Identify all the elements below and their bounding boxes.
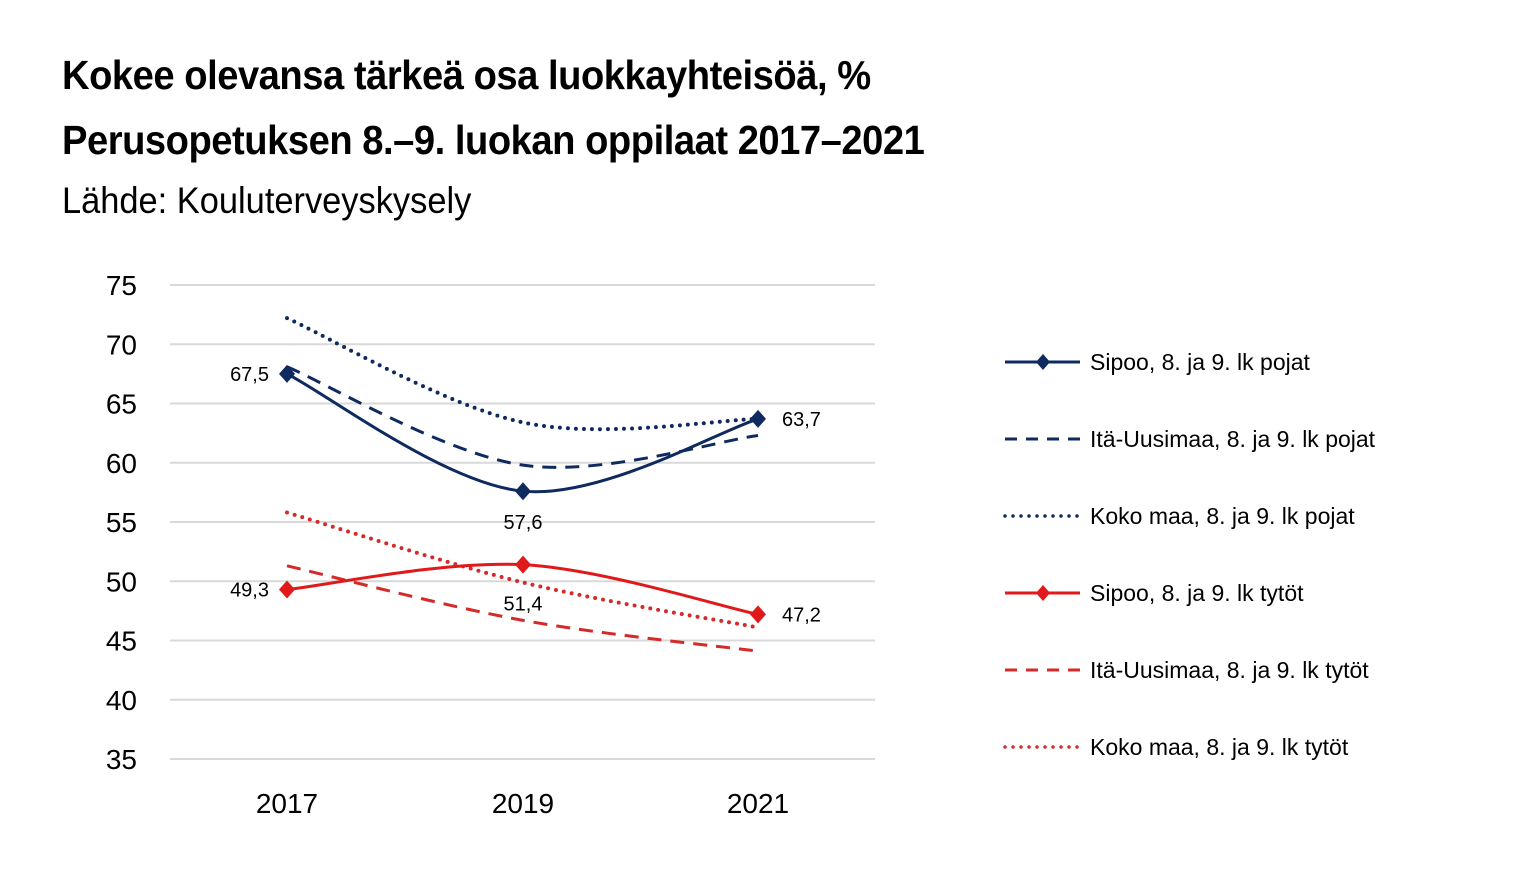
chart-title: Kokee olevansa tärkeä osa luokkayhteisöä…: [62, 52, 871, 98]
data-label: 47,2: [782, 604, 821, 626]
data-label: 67,5: [230, 364, 269, 386]
chart-source: Lähde: Kouluterveyskysely: [62, 180, 472, 221]
y-tick-label: 50: [106, 566, 137, 597]
series-line: [285, 316, 760, 432]
x-axis-ticks: 2017 2019 2021: [256, 788, 789, 819]
data-point-marker: [515, 555, 531, 574]
y-tick-label: 75: [106, 270, 137, 301]
y-tick-label: 35: [106, 744, 137, 775]
data-point-marker: [750, 605, 766, 624]
data-point-marker: [279, 364, 295, 383]
series-line: [286, 365, 759, 469]
legend-marker-diamond: [1036, 354, 1050, 370]
gridlines: [170, 284, 875, 760]
legend-label: Sipoo, 8. ja 9. lk pojat: [1090, 349, 1311, 375]
legend: Sipoo, 8. ja 9. lk pojat Itä-Uusimaa, 8. …: [1003, 349, 1376, 760]
series-line: [286, 372, 759, 494]
data-label: 63,7: [782, 409, 821, 431]
data-label: 49,3: [230, 580, 269, 602]
y-tick-label: 60: [106, 448, 137, 479]
y-tick-label: 65: [106, 389, 137, 420]
x-tick-label: 2017: [256, 788, 318, 819]
data-point-marker: [750, 409, 766, 428]
y-tick-label: 45: [106, 626, 137, 657]
data-label: 51,4: [504, 594, 543, 616]
legend-label: Koko maa, 8. ja 9. lk tytöt: [1090, 734, 1349, 760]
legend-label: Itä-Uusimaa, 8. ja 9. lk pojat: [1090, 426, 1376, 452]
chart-subtitle: Perusopetuksen 8.–9. luokan oppilaat 201…: [62, 117, 925, 163]
y-tick-label: 40: [106, 685, 137, 716]
data-label: 57,6: [504, 512, 543, 534]
legend-marker-diamond: [1036, 585, 1050, 601]
y-axis-ticks: 75 70 65 60 55 50 45 40 35: [106, 270, 137, 775]
data-labels: 67,5 57,6 63,7 49,3 51,4 47,2: [230, 364, 821, 627]
y-tick-label: 70: [106, 329, 137, 360]
series-lines: [279, 316, 766, 653]
legend-label: Itä-Uusimaa, 8. ja 9. lk tytöt: [1090, 657, 1369, 683]
legend-label: Koko maa, 8. ja 9. lk pojat: [1090, 503, 1355, 529]
x-tick-label: 2021: [727, 788, 789, 819]
series-line: [285, 510, 760, 630]
y-tick-label: 55: [106, 507, 137, 538]
x-tick-label: 2019: [492, 788, 554, 819]
data-point-marker: [515, 482, 531, 501]
legend-label: Sipoo, 8. ja 9. lk tytöt: [1090, 580, 1304, 606]
data-point-marker: [279, 580, 295, 599]
